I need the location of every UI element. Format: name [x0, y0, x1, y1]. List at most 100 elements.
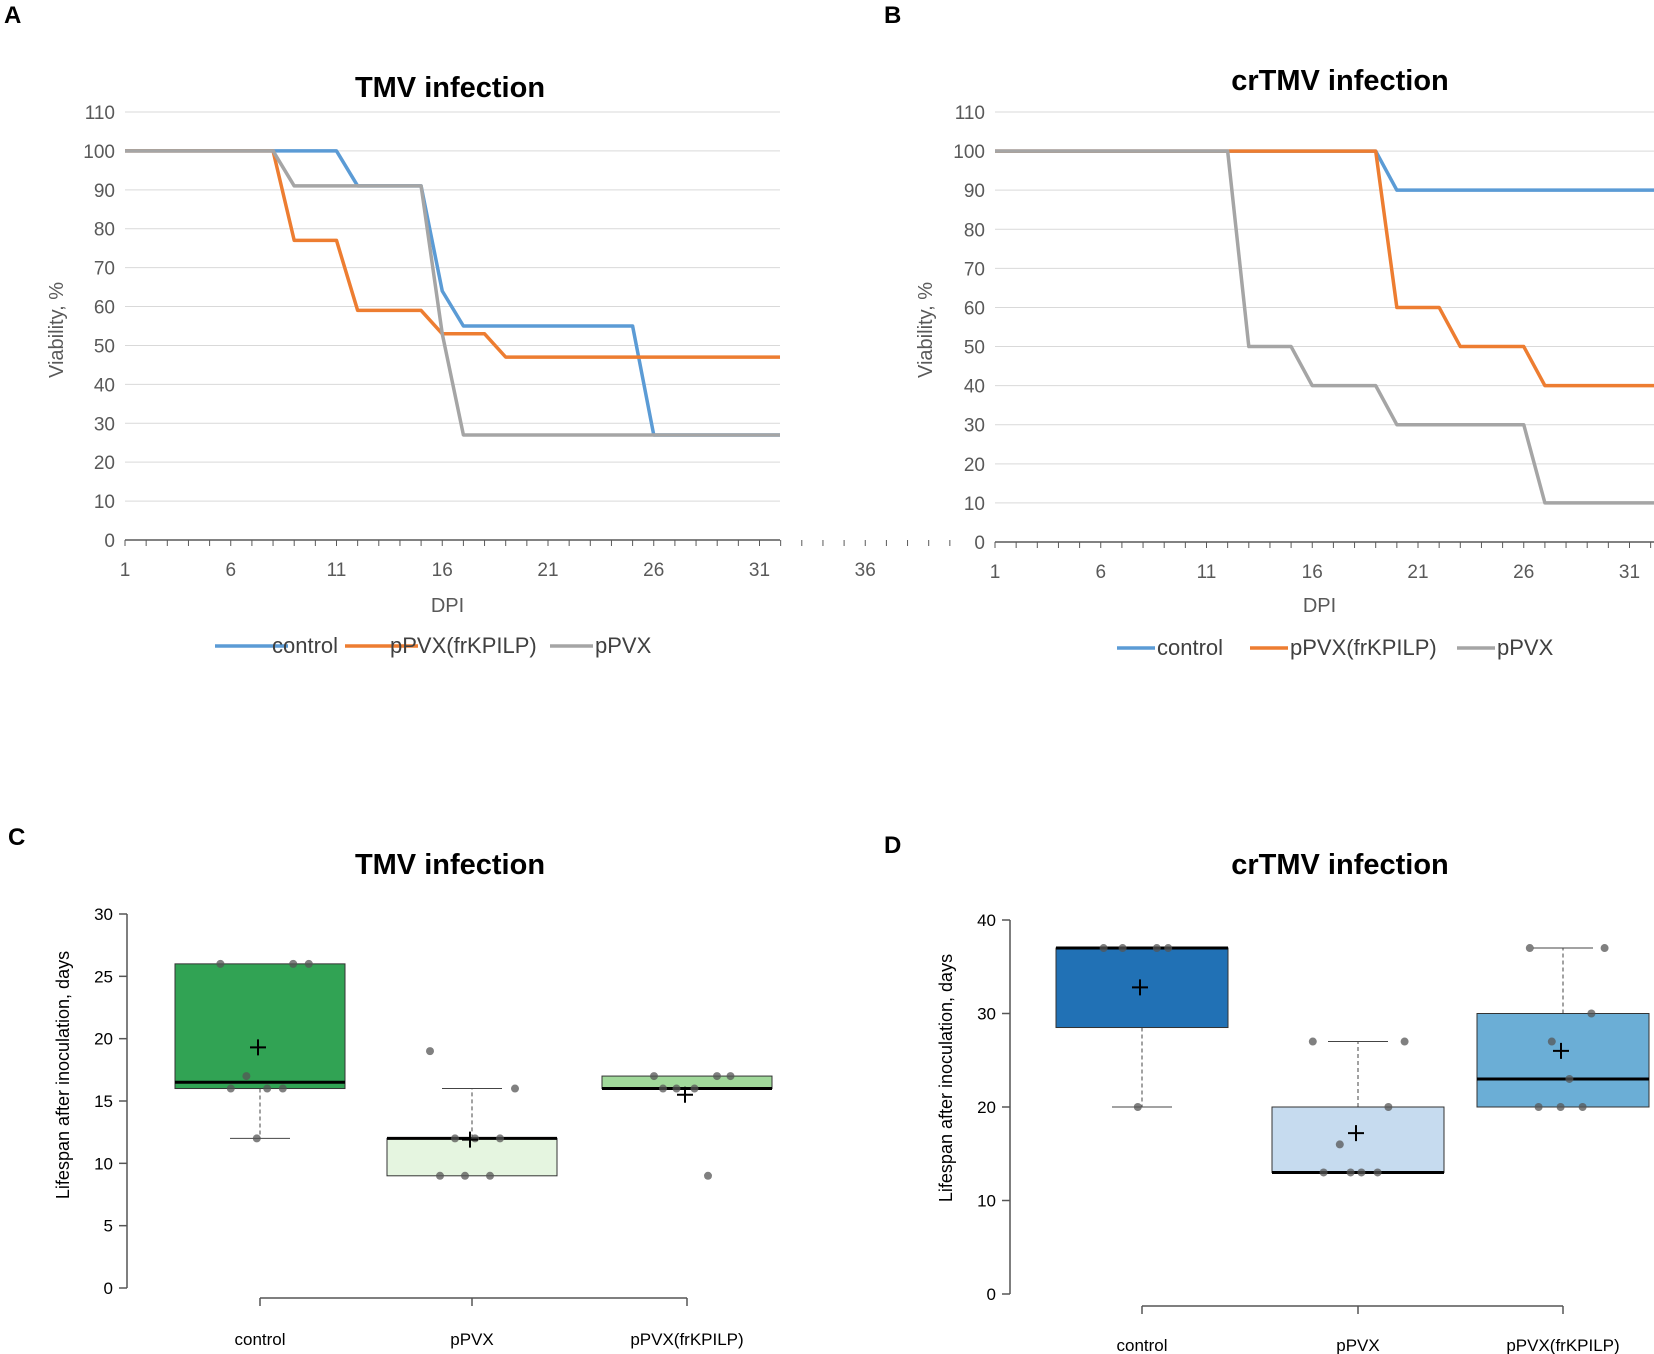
data-point-ppvx	[486, 1171, 494, 1180]
y-tick-label: 40	[964, 377, 985, 398]
mean-marker-ppvx-frkpilp	[1553, 1042, 1569, 1059]
y-tick-label: 60	[94, 298, 115, 319]
data-point-ppvx	[511, 1084, 519, 1093]
mean-marker-control	[250, 1039, 266, 1056]
data-point-ppvx-frkpilp	[726, 1072, 735, 1081]
chart-title: TMV infection	[355, 849, 545, 881]
data-point-ppvx-frkpilp	[713, 1072, 721, 1081]
chart-title: TMV infection	[355, 72, 545, 104]
series-line-ppvx	[125, 149, 780, 437]
data-point-control	[278, 1084, 287, 1093]
data-point-ppvx-frkpilp	[1600, 944, 1609, 953]
box-ppvx-frkpilp	[1476, 1013, 1650, 1108]
x-tick-label-ppvx: pPVX	[1336, 1336, 1379, 1354]
mean-marker-ppvx	[462, 1131, 478, 1148]
chart-title: crTMV infection	[1231, 65, 1449, 97]
data-point-ppvx-frkpilp	[659, 1084, 667, 1093]
box-ppvx-frkpilp	[601, 1075, 773, 1090]
y-tick-label: 10	[964, 494, 985, 515]
panel-letter-a: A	[4, 2, 21, 29]
x-tick-label: 11	[327, 560, 347, 581]
data-point-ppvx	[1319, 1168, 1328, 1177]
data-point-ppvx	[461, 1171, 469, 1180]
data-point-ppvx-frkpilp	[1547, 1037, 1556, 1046]
y-tick-label: 0	[104, 1279, 113, 1298]
data-point-control	[263, 1084, 272, 1093]
y-tick-label: 70	[964, 259, 985, 280]
x-tick-label: 26	[643, 560, 664, 581]
y-tick-label: 20	[94, 1030, 113, 1049]
y-tick-label: 40	[94, 375, 115, 396]
box-plot-tmv: TMV infection 0 5 10 15 20 25 30 Lifespan after …	[53, 849, 773, 1349]
y-tick-label: 20	[964, 455, 985, 476]
y-axis-label: Viability, %	[915, 282, 937, 378]
y-tick-label: 5	[104, 1217, 113, 1236]
x-tick-label: 16	[432, 560, 453, 581]
data-point-ppvx	[1335, 1140, 1344, 1149]
data-point-ppvx	[471, 1134, 479, 1143]
data-point-ppvx	[496, 1134, 504, 1143]
x-tick-label: 16	[1302, 562, 1323, 583]
data-point-ppvx-frkpilp	[650, 1072, 658, 1081]
y-axis-label: Viability, %	[46, 282, 68, 378]
x-tick-label: 21	[537, 560, 558, 581]
x-tick-label: 21	[1407, 562, 1428, 583]
y-tick-label: 10	[977, 1192, 996, 1211]
data-point-ppvx-frkpilp	[1525, 944, 1534, 953]
y-tick-label: 60	[964, 298, 985, 319]
legend-label-ppvx: pPVX	[1497, 635, 1554, 660]
y-tick-label: 30	[964, 416, 985, 437]
y-tick-label: 90	[94, 181, 115, 202]
data-point-ppvx	[1357, 1168, 1366, 1177]
y-tick-label: 0	[974, 533, 985, 554]
data-point-ppvx	[1308, 1037, 1317, 1046]
series-line-ppvx	[995, 149, 1654, 505]
y-tick-label: 90	[964, 181, 985, 202]
legend-label-control: control	[272, 633, 338, 658]
y-tick-label: 0	[104, 531, 115, 552]
data-point-ppvx	[1373, 1168, 1382, 1177]
data-point-control	[242, 1072, 251, 1081]
box-control	[174, 963, 346, 1090]
data-point-ppvx-frkpilp	[704, 1171, 712, 1180]
x-tick-label-ppvx-frkpilp: pPVX(frKPILP)	[630, 1330, 743, 1349]
y-tick-label: 10	[94, 492, 115, 513]
mean-marker-ppvx-frkpilp	[677, 1086, 693, 1103]
legend-label-control: control	[1157, 635, 1223, 660]
y-tick-label: 30	[977, 1005, 996, 1024]
y-tick-label: 70	[94, 259, 115, 280]
x-tick-label-control: control	[1116, 1336, 1167, 1354]
y-tick-label: 50	[94, 336, 115, 357]
series-line-control	[125, 149, 780, 437]
legend-label-ppvx: pPVX	[595, 633, 652, 658]
y-tick-label: 80	[964, 220, 985, 241]
data-point-ppvx	[436, 1171, 444, 1180]
y-tick-label: 80	[94, 220, 115, 241]
data-point-ppvx	[1346, 1168, 1355, 1177]
y-tick-label: 30	[94, 414, 115, 435]
x-tick-label-ppvx-frkpilp: pPVX(frKPILP)	[1506, 1336, 1619, 1354]
data-point-ppvx-frkpilp	[1534, 1103, 1543, 1111]
panel-letter-b: B	[884, 2, 901, 29]
y-tick-label: 20	[977, 1098, 996, 1117]
box-ppvx	[1271, 1106, 1445, 1173]
data-point-ppvx-frkpilp	[1565, 1074, 1574, 1083]
x-tick-label: 6	[225, 560, 236, 581]
x-tick-label-control: control	[234, 1330, 285, 1349]
panel-letter-d: D	[884, 832, 901, 859]
chart-title: crTMV infection	[1231, 849, 1449, 881]
data-point-ppvx	[1384, 1103, 1393, 1111]
box-plot-crtmv: crTMV infection 0 10 20 30 40 Lifespan after i…	[936, 849, 1650, 1354]
data-point-control	[1164, 944, 1173, 953]
data-point-ppvx	[451, 1134, 459, 1143]
data-point-control	[304, 959, 313, 968]
y-tick-label: 100	[83, 142, 115, 163]
x-tick-label: 26	[1513, 562, 1534, 583]
line-chart-crtmv: 010203040506070809010011016111621263136c…	[915, 65, 1654, 660]
data-point-control	[289, 959, 298, 968]
data-point-control	[1118, 944, 1127, 953]
data-point-ppvx	[1400, 1037, 1409, 1046]
x-tick-label-ppvx: pPVX	[450, 1330, 493, 1349]
x-axis-label: DPI	[1303, 595, 1336, 617]
